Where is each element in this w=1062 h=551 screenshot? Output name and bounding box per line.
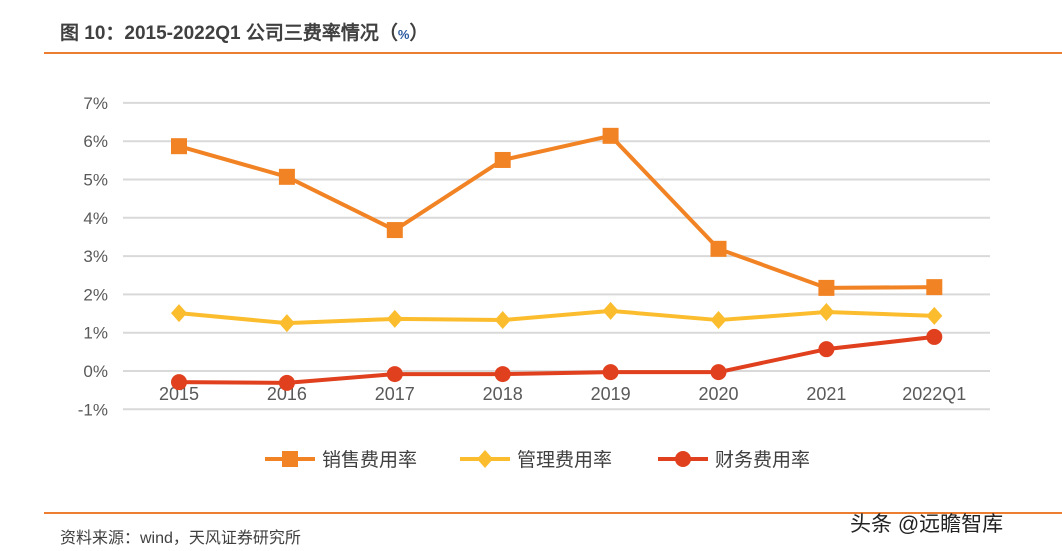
y-tick-label: 3% xyxy=(83,247,108,266)
y-tick-label: 6% xyxy=(83,132,108,151)
data-point-circle xyxy=(494,366,511,383)
footer-divider xyxy=(44,512,1062,514)
y-tick-label: 2% xyxy=(83,285,108,304)
data-point-square xyxy=(602,127,619,144)
data-point-circle xyxy=(278,374,295,391)
data-point-circle xyxy=(386,366,403,383)
data-point-diamond xyxy=(171,304,187,323)
x-tick-label: 2019 xyxy=(591,384,631,404)
data-point-square xyxy=(926,279,943,296)
data-point-circle xyxy=(602,364,619,381)
series-line xyxy=(178,308,935,326)
y-tick-label: 0% xyxy=(83,362,108,381)
data-point-circle xyxy=(675,451,691,467)
data-point-circle xyxy=(818,341,835,358)
header-divider xyxy=(44,52,1062,54)
series-line xyxy=(178,133,935,290)
data-point-square xyxy=(278,168,295,185)
x-tick-label: 2017 xyxy=(375,384,415,404)
x-tick-label: 2020 xyxy=(698,384,738,404)
data-point-circle xyxy=(171,374,187,391)
data-point-diamond xyxy=(926,306,943,325)
x-tick-label: 2021 xyxy=(806,384,846,404)
data-point-square xyxy=(818,279,835,296)
title-unit: % xyxy=(397,27,410,42)
data-point-diamond xyxy=(477,450,493,468)
data-point-square xyxy=(282,451,298,467)
data-point-circle xyxy=(710,364,727,381)
data-point-square xyxy=(386,222,403,239)
source-note: 资料来源：wind，天风证券研究所 xyxy=(60,530,301,547)
y-tick-label: 5% xyxy=(83,171,108,190)
legend-label: 财务费用率 xyxy=(715,449,810,471)
title-close: ） xyxy=(409,23,429,44)
data-point-diamond xyxy=(818,303,835,322)
data-point-diamond xyxy=(278,314,295,333)
x-tick-label: 2016 xyxy=(267,384,307,404)
data-point-diamond xyxy=(494,311,511,330)
legend-label: 销售费用率 xyxy=(322,449,417,471)
x-tick-label: 2022Q1 xyxy=(902,384,966,404)
y-tick-label: -1% xyxy=(78,400,108,419)
data-point-square xyxy=(494,151,511,168)
watermark: 头条 @远瞻智库 xyxy=(850,513,1004,536)
data-point-circle xyxy=(926,328,943,345)
data-point-square xyxy=(710,240,727,257)
data-point-diamond xyxy=(602,301,619,320)
title-text: 图 10：2015-2022Q1 公司三费率情况（ xyxy=(60,23,398,44)
figure-title: 图 10：2015-2022Q1 公司三费率情况（%） xyxy=(60,18,428,45)
data-point-square xyxy=(171,138,187,155)
y-tick-label: 7% xyxy=(83,94,108,113)
legend-label: 管理费用率 xyxy=(517,449,612,471)
y-tick-label: 1% xyxy=(83,324,108,343)
y-tick-label: 4% xyxy=(83,209,108,228)
x-tick-label: 2018 xyxy=(483,384,523,404)
series-line xyxy=(178,334,935,385)
data-point-diamond xyxy=(710,311,727,330)
x-tick-label: 2015 xyxy=(159,384,199,404)
line-chart: -1% 0% 1% 2% 3% 4% 5% 6% 7% 2015 2016 2017 2018 2019 2… xyxy=(78,94,990,471)
data-point-diamond xyxy=(386,309,403,328)
